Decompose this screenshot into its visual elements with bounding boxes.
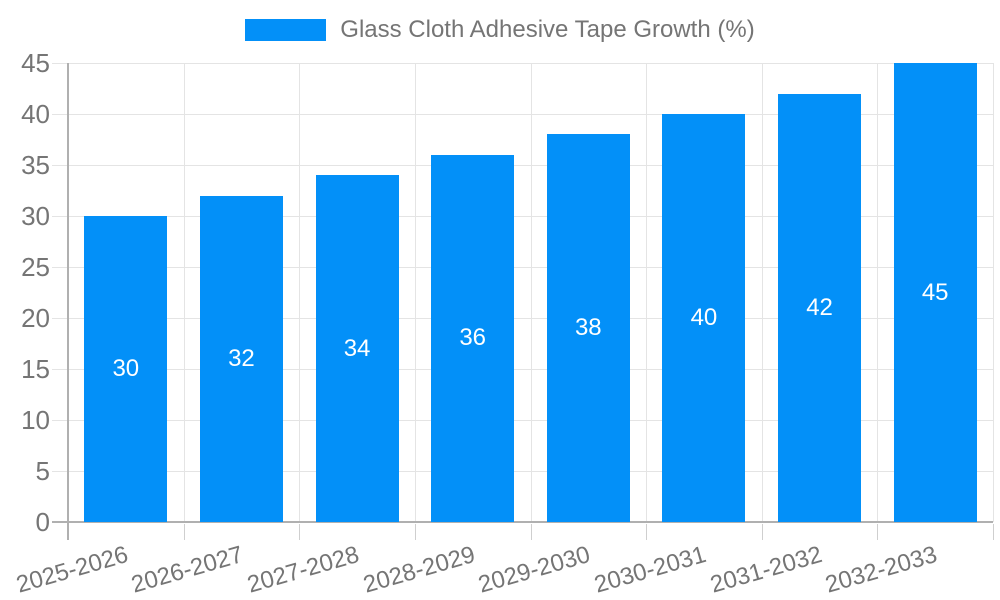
v-gridline [761,63,763,522]
legend-swatch [245,19,327,41]
bar-value-label: 45 [921,278,949,306]
h-gridline [52,420,993,421]
x-tick-mark [414,524,416,540]
y-axis-line [67,63,69,540]
y-tick-label: 20 [21,303,50,333]
bar-value-label: 38 [574,314,602,342]
bar-value-label: 36 [459,324,487,352]
h-gridline [52,165,993,166]
y-tick-label: 35 [21,150,50,180]
bar: 34 [315,175,399,522]
v-gridline [299,63,301,522]
bar: 42 [778,93,862,522]
bar: 40 [662,114,746,522]
x-tick-mark [299,524,301,540]
h-gridline [52,369,993,370]
bar: 45 [893,63,977,522]
v-gridline [877,63,879,522]
h-gridline [52,114,993,115]
x-tick-mark [877,524,879,540]
h-gridline [52,63,993,64]
legend-item[interactable]: Glass Cloth Adhesive Tape Growth (%) [245,16,755,44]
x-tick-mark [646,524,648,540]
bar: 38 [546,134,630,522]
legend-label: Glass Cloth Adhesive Tape Growth (%) [340,16,755,43]
y-tick-label: 10 [21,405,50,435]
y-tick-label: 15 [21,354,50,384]
bar-value-label: 34 [343,334,371,362]
y-tick-label: 40 [21,99,50,129]
bar: 36 [431,154,515,522]
x-tick-mark [761,524,763,540]
x-axis-line [52,521,993,523]
v-gridline [183,63,185,522]
y-tick-label: 5 [35,456,50,486]
bar-value-label: 40 [690,304,718,331]
bar: 32 [199,195,283,522]
y-tick-label: 25 [21,252,50,282]
x-tick-mark [993,524,994,540]
v-gridline [530,63,532,522]
x-tick-mark [530,524,532,540]
x-tick-mark [183,524,185,540]
bar-value-label: 30 [112,355,140,382]
v-gridline [993,63,994,522]
h-gridline [52,318,993,319]
y-tick-label: 45 [21,48,50,78]
h-gridline [52,471,993,472]
bar-value-label: 32 [228,344,255,372]
y-tick-label: 30 [21,201,50,231]
bar: 30 [84,216,168,522]
legend: Glass Cloth Adhesive Tape Growth (%) [0,16,1000,44]
v-gridline [646,63,648,522]
v-gridline [414,63,416,522]
bar-value-label: 42 [806,293,833,321]
h-gridline [52,216,993,217]
y-tick-label: 0 [35,507,50,537]
h-gridline [52,267,993,268]
